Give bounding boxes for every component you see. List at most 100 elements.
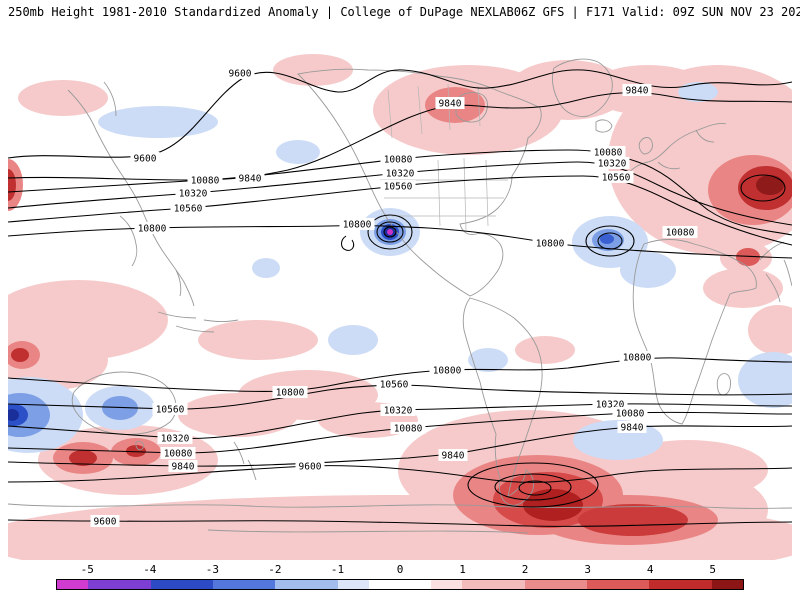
contour-label-bg: [617, 421, 647, 433]
contour-label-bg: [175, 187, 211, 199]
contour-label-bg: [187, 174, 223, 186]
contour-label: 10560: [174, 204, 203, 215]
contour-label: 10320: [596, 400, 625, 411]
contour-label: 9600: [229, 69, 252, 80]
contour-label: 10800: [433, 366, 462, 377]
contour-label: 9840: [621, 423, 644, 434]
contour-label-bg: [295, 460, 325, 472]
contour-label-bg: [157, 432, 193, 444]
contour-label: 10080: [616, 409, 645, 420]
contour-label-bg: [594, 157, 630, 169]
contour-label: 10560: [380, 380, 409, 391]
contour-label: 9600: [134, 154, 157, 165]
colorbar-segment: [524, 580, 588, 589]
contour-label-bg: [90, 515, 120, 527]
colorbar-tick: 3: [584, 563, 591, 576]
colorbar-ticks: -5 -4 -3 -2 -1 0 1 2 3 4 5: [56, 563, 744, 579]
contour-label-bg: [380, 153, 416, 165]
contour-label: 10080: [594, 148, 623, 159]
colorbar-segment: [150, 580, 213, 589]
contour-label: 10080: [394, 424, 423, 435]
contour-label-bg: [429, 364, 465, 376]
contour-label: 10320: [161, 434, 190, 445]
colorbar-segment: [368, 580, 432, 589]
colorbar-segment: [711, 580, 743, 589]
contour-label: 10800: [536, 239, 565, 250]
colorbar-tick: -1: [330, 563, 345, 576]
contour-label-bg: [619, 351, 655, 363]
colorbar-tick: 0: [396, 563, 404, 576]
contour-label: 9840: [239, 174, 262, 185]
contour-label: 9600: [94, 517, 117, 528]
contour-label-bg: [152, 403, 188, 415]
contour-label-bg: [382, 167, 418, 179]
title-bar: 250mb Height 1981-2010 Standardized Anom…: [8, 5, 800, 19]
colorbar-segment: [57, 580, 89, 589]
contour-label-bg: [235, 172, 265, 184]
contour-label-bg: [134, 222, 170, 234]
contour-label: 9840: [626, 86, 649, 97]
contour-label-bg: [225, 67, 255, 79]
colorbar-segment: [275, 580, 338, 589]
contour-label-bg: [598, 171, 634, 183]
colorbar-segment: [88, 580, 151, 589]
contour-label-bg: [376, 378, 412, 390]
colorbar-tick: 4: [646, 563, 654, 576]
political-borders: [380, 83, 508, 231]
colorbar: -5 -4 -3 -2 -1 0 1 2 3 4 5: [56, 563, 744, 590]
map-title: 250mb Height 1981-2010 Standardized Anom…: [8, 5, 514, 19]
colorbar-scale: [56, 579, 744, 590]
contour-label: 10320: [598, 159, 627, 170]
colorbar-tick: 2: [521, 563, 529, 576]
contour-label: 10800: [276, 388, 305, 399]
colorbar-tick: 1: [459, 563, 466, 576]
contour-label-bg: [435, 97, 465, 109]
contour-label: 10320: [384, 406, 413, 417]
colorbar-segment: [462, 580, 525, 589]
model-run-info: 06Z GFS | F171 Valid: 09Z SUN NOV 23 202…: [513, 5, 800, 19]
contour-label: 9840: [442, 451, 465, 462]
contour-label: 10080: [666, 228, 695, 239]
contour-label: 10800: [138, 224, 167, 235]
contour-label-bg: [339, 218, 375, 230]
contour-label: 9600: [299, 462, 322, 473]
contour-label-bg: [380, 180, 416, 192]
contour-label: 10320: [386, 169, 415, 180]
contour-label: 9840: [439, 99, 462, 110]
contour-label-bg: [380, 404, 416, 416]
contour-label: 10800: [343, 220, 372, 231]
contour-label-bg: [590, 146, 626, 158]
colorbar-tick: -3: [205, 563, 219, 576]
colorbar-segment: [587, 580, 650, 589]
colorbar-segment: [337, 580, 369, 589]
colorbar-segment: [431, 580, 463, 589]
anomaly-shading: [8, 54, 792, 560]
height-contours: [8, 69, 792, 527]
coastlines: [8, 58, 792, 534]
colorbar-tick: 5: [709, 563, 717, 576]
contour-label: 10320: [179, 189, 208, 200]
contour-label: 10080: [384, 155, 413, 166]
contour-label-bg: [390, 422, 426, 434]
contour-label-bg: [272, 386, 308, 398]
contour-label: 10080: [164, 449, 193, 460]
anomaly-map: 9600984098409600984010080100801008010320…: [8, 54, 792, 560]
contour-label-bg: [438, 449, 468, 461]
contour-label-bg: [662, 226, 698, 238]
contour-label-bg: [168, 460, 198, 472]
map-area: 9600 9840 9840 9600 9840 10080 10080 10080 10320…: [8, 30, 792, 560]
colorbar-segment: [212, 580, 276, 589]
colorbar-tick: -2: [268, 563, 282, 576]
contour-label: 10080: [191, 176, 220, 187]
contour-label-bg: [612, 407, 648, 419]
contour-label: 9840: [172, 462, 195, 473]
contour-label-bg: [622, 84, 652, 96]
contour-label-bg: [532, 237, 568, 249]
contour-label-bg: [130, 152, 160, 164]
colorbar-tick: -4: [143, 563, 157, 576]
contour-label-bg: [170, 202, 206, 214]
contour-label-bg: [160, 447, 196, 459]
colorbar-tick: -5: [80, 563, 94, 576]
contour-label: 10560: [156, 405, 185, 416]
contour-label: 10560: [384, 182, 413, 193]
